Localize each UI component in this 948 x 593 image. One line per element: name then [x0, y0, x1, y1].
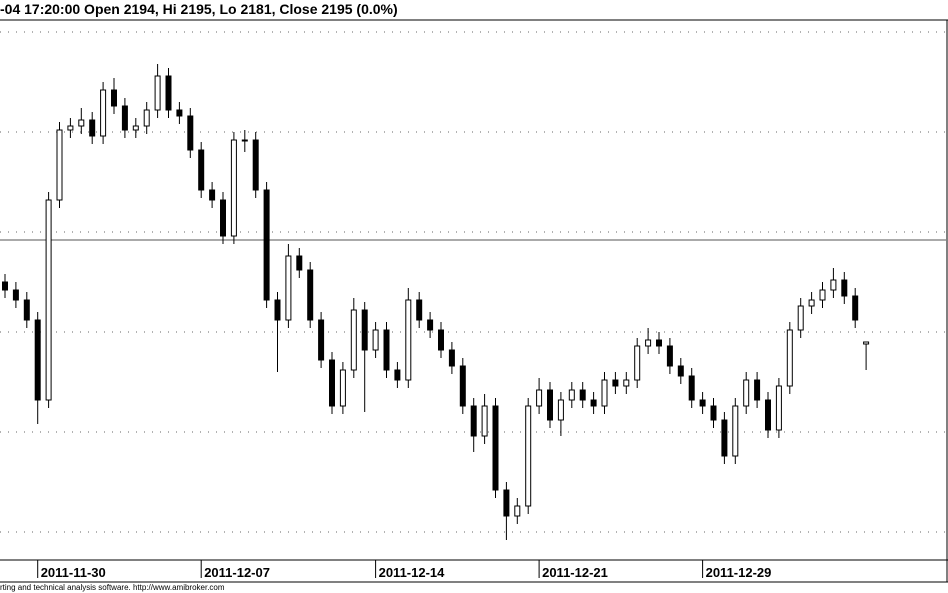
candle-body — [579, 389, 586, 401]
candle-body — [557, 399, 564, 421]
candle-body — [2, 281, 8, 291]
candle-body — [492, 405, 499, 491]
candle-body — [688, 375, 695, 401]
candle-body — [111, 89, 117, 107]
candle-body — [765, 399, 771, 431]
candle-body — [176, 109, 183, 117]
candle-body — [547, 389, 553, 421]
candle-body — [656, 339, 662, 347]
x-tick-label: 2011-12-21 — [542, 565, 608, 580]
candle-body — [514, 505, 521, 517]
candle-body — [89, 119, 96, 137]
candle-body — [220, 199, 226, 237]
candle-body — [699, 399, 706, 407]
candle-body — [568, 389, 575, 401]
candle-body — [121, 105, 128, 131]
candle-body — [416, 299, 423, 321]
x-tick-label: 2011-12-07 — [204, 565, 270, 580]
candle-body — [819, 289, 826, 301]
candle-body — [329, 359, 335, 407]
candle-body — [154, 75, 161, 111]
candle-body — [601, 379, 608, 407]
candle-body — [797, 305, 804, 331]
x-tick-label: 2011-12-29 — [706, 565, 772, 580]
candle-body — [100, 89, 107, 137]
candle-body — [296, 255, 303, 271]
candle-body — [666, 345, 673, 367]
candle-body — [45, 199, 52, 401]
candle-body — [536, 389, 543, 407]
footer: rting and technical analysis software. h… — [0, 583, 225, 592]
candle-body — [525, 405, 532, 507]
candle-body — [448, 349, 455, 367]
candle-body — [318, 319, 325, 361]
candle-body — [612, 379, 619, 387]
candle-body — [852, 295, 859, 321]
candle-body — [307, 269, 314, 321]
candle-body — [438, 329, 444, 351]
candle-body — [350, 309, 357, 371]
x-tick-label: 2011-11-30 — [41, 565, 106, 580]
header: -04 17:20:00 Open 2194, Hi 2195, Lo 2181… — [0, 1, 398, 17]
candle-body — [459, 365, 466, 407]
x-tick-label: 2011-12-14 — [379, 565, 446, 580]
candle-body — [470, 405, 477, 437]
candle-body — [863, 341, 870, 345]
candle-body — [754, 379, 761, 401]
candle-body — [12, 289, 19, 301]
candle-body — [503, 489, 510, 517]
candle-body — [623, 379, 630, 387]
candle-body — [481, 405, 488, 437]
candle-body — [209, 189, 216, 201]
candle-body — [394, 369, 401, 381]
candle-body — [23, 299, 30, 321]
candle-body — [34, 319, 41, 401]
candle-body — [786, 329, 793, 387]
candle-body — [634, 345, 641, 381]
candle-body — [241, 139, 248, 142]
candle-body — [143, 109, 150, 127]
candle-body — [165, 75, 172, 111]
candle-body — [590, 399, 597, 407]
candle-body — [78, 119, 85, 127]
candle-body — [841, 279, 848, 297]
candle-body — [372, 329, 379, 351]
candle-body — [67, 125, 74, 131]
candle-body — [230, 139, 237, 237]
candle-body — [645, 339, 652, 347]
candle-body — [56, 129, 63, 201]
candle-body — [775, 385, 782, 431]
candle-body — [198, 149, 205, 191]
candle-body — [132, 125, 139, 131]
candle-body — [361, 309, 368, 351]
candle-body — [677, 365, 684, 377]
candle-body — [263, 189, 270, 301]
candle-body — [830, 279, 837, 291]
candle-body — [732, 405, 739, 457]
candle-body — [710, 405, 717, 421]
candle-body — [405, 299, 412, 381]
candle-body — [252, 139, 259, 191]
candle-body — [721, 419, 728, 457]
candle-body — [743, 379, 750, 407]
candle-body — [187, 115, 194, 151]
candle-body — [339, 369, 346, 407]
candle-body — [285, 255, 292, 321]
candle-body — [808, 299, 815, 307]
candle-body — [383, 329, 390, 371]
candle-body — [427, 319, 434, 331]
candle-body — [274, 299, 281, 321]
